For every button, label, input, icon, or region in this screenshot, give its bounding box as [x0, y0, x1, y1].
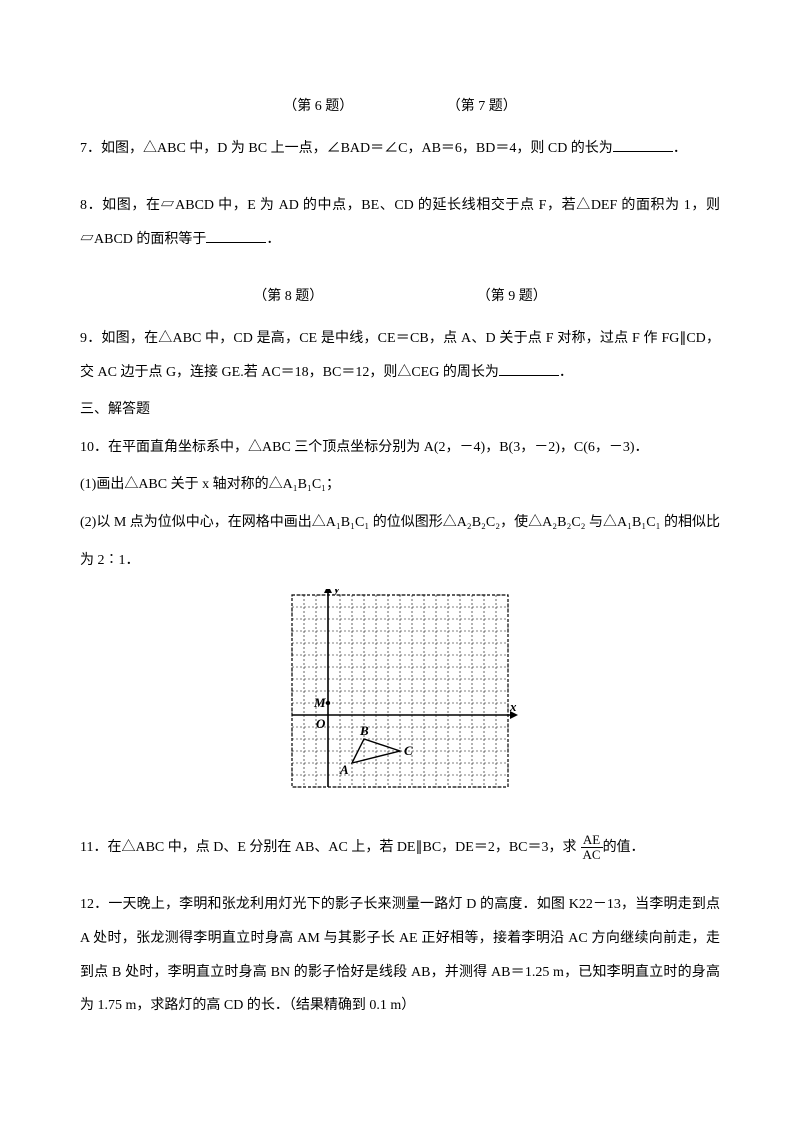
svg-text:y: y [332, 589, 340, 596]
q8-period: ． [266, 232, 280, 247]
caption-row-1: （第 6 题） （第 7 题） [80, 90, 720, 124]
caption-q9: （第 9 题） [477, 280, 547, 314]
fraction-numerator: AE [581, 833, 603, 848]
question-9: 9．如图，在△ABC 中，CD 是高，CE 是中线，CE＝CB，点 A、D 关于… [80, 322, 720, 389]
caption-q7: （第 7 题） [447, 90, 517, 124]
grid-figure: y x OM A B C [80, 589, 720, 813]
question-7: 7．如图，△ABC 中，D 为 BC 上一点，∠BAD＝∠C，AB＝6，BD＝4… [80, 132, 720, 166]
svg-text:M: M [313, 695, 326, 710]
q7-period: ． [673, 141, 687, 156]
caption-row-2: （第 8 题） （第 9 题） [80, 280, 720, 314]
question-10-stem: 10．在平面直角坐标系中，△ABC 三个顶点坐标分别为 A(2，－4)，B(3，… [80, 431, 720, 465]
q12-text: 12．一天晚上，李明和张龙利用灯光下的影子长来测量一路灯 D 的高度．如图 K2… [80, 897, 720, 1013]
question-10-part2a: (2)以 M 点为位似中心，在网格中画出△A₁B₁C₁ 的位似图形△A₂B₂C₂… [80, 506, 720, 540]
svg-text:O: O [316, 716, 326, 731]
svg-text:x: x [509, 699, 517, 714]
question-12: 12．一天晚上，李明和张龙利用灯光下的影子长来测量一路灯 D 的高度．如图 K2… [80, 888, 720, 1022]
q8-blank [206, 242, 266, 243]
q11-text-b: 的值． [603, 831, 645, 865]
q11-text-a: 11．在△ABC 中，点 D、E 分别在 AB、AC 上，若 DE∥BC，DE＝… [80, 831, 577, 865]
question-11: 11．在△ABC 中，点 D、E 分别在 AB、AC 上，若 DE∥BC，DE＝… [80, 831, 720, 865]
q8-text: 8．如图，在▱ABCD 中，E 为 AD 的中点，BE、CD 的延长线相交于点 … [80, 198, 720, 247]
svg-text:A: A [339, 762, 349, 777]
question-10-part1: (1)画出△ABC 关于 x 轴对称的△A₁B₁C₁； [80, 468, 720, 502]
caption-q8: （第 8 题） [253, 280, 323, 314]
svg-text:C: C [404, 743, 413, 758]
coordinate-grid: y x OM A B C [280, 589, 520, 799]
question-10-part2b: 为 2∶1． [80, 544, 720, 578]
q9-period: ． [559, 365, 573, 380]
svg-text:B: B [359, 723, 369, 738]
q9-text: 9．如图，在△ABC 中，CD 是高，CE 是中线，CE＝CB，点 A、D 关于… [80, 331, 720, 380]
q9-blank [499, 375, 559, 376]
q7-text: 7．如图，△ABC 中，D 为 BC 上一点，∠BAD＝∠C，AB＝6，BD＝4… [80, 141, 613, 156]
question-8: 8．如图，在▱ABCD 中，E 为 AD 的中点，BE、CD 的延长线相交于点 … [80, 189, 720, 256]
q7-blank [613, 151, 673, 152]
fraction-ae-ac: AE AC [581, 833, 603, 863]
caption-q6: （第 6 题） [283, 90, 353, 124]
section-3-heading: 三、解答题 [80, 393, 720, 427]
fraction-denominator: AC [581, 848, 603, 862]
